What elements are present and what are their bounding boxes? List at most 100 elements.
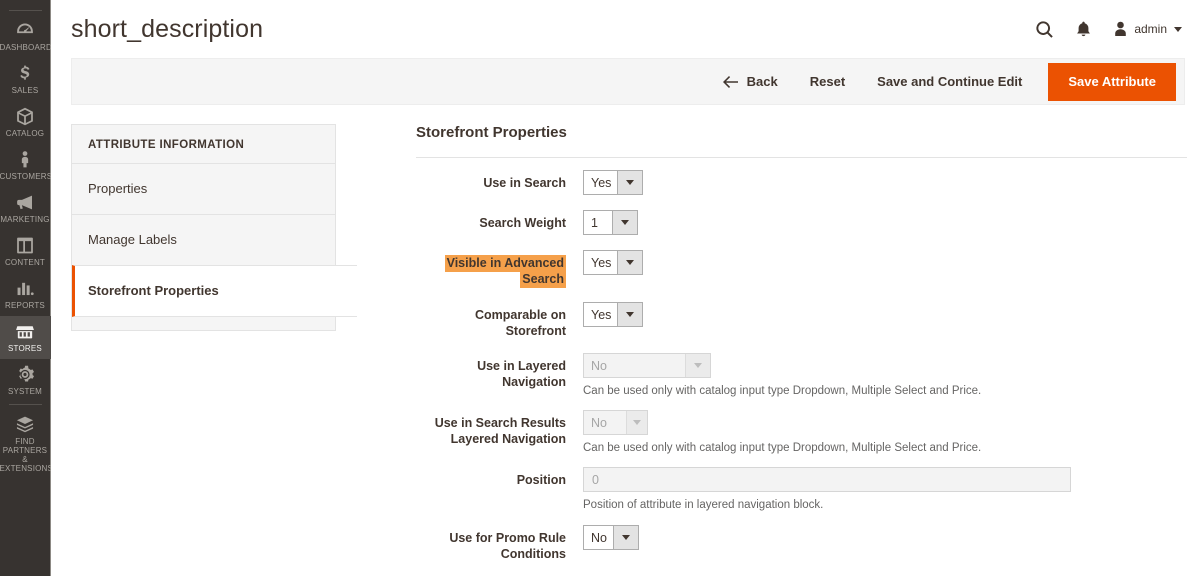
chevron-down-icon (617, 251, 643, 274)
sidebar-item-label: MARKETING (0, 215, 50, 224)
sidebar-item-label: FIND PARTNERS & EXTENSIONS (0, 437, 54, 473)
sidebar-item-label: SALES (11, 86, 39, 95)
field-position: Position Position of attribute in layere… (416, 467, 1187, 512)
storefront-icon (14, 321, 36, 342)
page-actions-toolbar: Back Reset Save and Continue Edit Save A… (71, 58, 1185, 105)
chevron-down-icon (626, 411, 647, 434)
sidebar-item-marketing[interactable]: MARKETING (0, 187, 51, 230)
sidebar-item-catalog[interactable]: CATALOG (0, 101, 51, 144)
panel-footer (72, 317, 335, 330)
partners-box-icon (14, 414, 36, 435)
chevron-down-icon (612, 211, 637, 234)
search-weight-select[interactable]: 1 (583, 210, 638, 235)
field-label: Use for Promo Rule Conditions (449, 531, 566, 561)
use-in-search-results-layered-navigation-select[interactable]: No (583, 410, 648, 435)
sidebar-item-customers[interactable]: CUSTOMERS (0, 144, 53, 187)
sidebar-item-stores[interactable]: STORES (0, 316, 51, 359)
header-actions: admin (1035, 0, 1182, 58)
field-control: Yes (583, 250, 1187, 275)
sidebar-item-label: STORES (8, 344, 42, 353)
tab-label: Properties (88, 181, 148, 196)
field-use-in-search: Use in Search Yes (416, 170, 1187, 195)
sidebar-item-label: REPORTS (5, 301, 45, 310)
chevron-down-icon (612, 526, 638, 549)
field-label: Position (516, 473, 566, 487)
tab-label: Storefront Properties (88, 283, 219, 298)
field-control: No Can be used only with catalog input t… (583, 410, 1187, 455)
field-label: Visible in Advanced Search (416, 250, 566, 288)
arrow-left-icon (722, 75, 738, 88)
field-use-in-search-results-layered-navigation: Use in Search Results Layered Navigation… (416, 410, 1187, 455)
select-value: 1 (591, 215, 598, 230)
page-content: short_description admin (51, 0, 1200, 576)
user-name: admin (1134, 22, 1167, 36)
field-label: Comparable on Storefront (475, 308, 566, 338)
field-label: Search Weight (479, 216, 566, 230)
tab-properties[interactable]: Properties (72, 164, 335, 215)
select-value: Yes (591, 255, 612, 270)
dollar-icon (14, 63, 36, 84)
visible-in-advanced-search-select[interactable]: Yes (583, 250, 644, 275)
field-search-weight: Search Weight 1 (416, 210, 1187, 235)
chevron-down-icon (685, 354, 710, 377)
sidebar-divider-top (8, 10, 42, 11)
field-control: Yes (583, 170, 1187, 195)
save-and-continue-edit-button[interactable]: Save and Continue Edit (861, 66, 1038, 98)
sidebar-item-reports[interactable]: REPORTS (0, 273, 51, 316)
admin-sidebar: DASHBOARD SALES CATALOG CUSTOMERS MARKET… (0, 0, 54, 576)
field-label-highlight: Visible in Advanced Search (444, 255, 566, 288)
sidebar-item-system[interactable]: SYSTEM (0, 359, 51, 402)
gear-icon (14, 364, 36, 385)
field-visible-in-advanced-search: Visible in Advanced Search Yes (416, 250, 1187, 288)
field-control: No Can be used only with catalog input t… (583, 353, 1187, 398)
comparable-on-storefront-select[interactable]: Yes (583, 302, 644, 327)
field-label: Use in Search Results Layered Navigation (434, 416, 566, 446)
user-menu[interactable]: admin (1113, 21, 1182, 37)
page-title: short_description (71, 15, 264, 43)
field-label: Use in Layered Navigation (477, 359, 566, 389)
sidebar-item-dashboard[interactable]: DASHBOARD (0, 15, 52, 58)
panel-title: ATTRIBUTE INFORMATION (72, 125, 335, 164)
tab-storefront-properties[interactable]: Storefront Properties (72, 265, 357, 317)
fieldset-legend: Storefront Properties (416, 124, 1187, 158)
field-note: Can be used only with catalog input type… (583, 442, 982, 454)
select-value: Yes (591, 175, 612, 190)
chevron-down-icon (617, 171, 643, 194)
layout-icon (14, 235, 36, 256)
user-icon (1113, 21, 1128, 37)
field-control: No (583, 525, 1187, 550)
field-use-for-promo-rule-conditions: Use for Promo Rule Conditions No (416, 525, 1187, 562)
select-value: Yes (591, 307, 612, 322)
position-input[interactable] (583, 467, 1071, 492)
use-in-search-select[interactable]: Yes (583, 170, 644, 195)
use-in-layered-navigation-select[interactable]: No (583, 353, 711, 378)
bell-icon[interactable] (1074, 20, 1093, 39)
sidebar-item-label: CONTENT (4, 258, 46, 267)
sidebar-divider-bottom (8, 404, 42, 405)
field-use-in-layered-navigation: Use in Layered Navigation No Can be used… (416, 353, 1187, 398)
tab-manage-labels[interactable]: Manage Labels (72, 215, 335, 266)
select-value: No (591, 415, 607, 430)
select-value: No (591, 358, 607, 373)
back-button[interactable]: Back (707, 66, 794, 98)
reset-button[interactable]: Reset (794, 66, 861, 98)
sidebar-item-find-partners[interactable]: FIND PARTNERS & EXTENSIONS (0, 409, 54, 479)
field-control: 1 (583, 210, 1187, 235)
sidebar-item-label: CUSTOMERS (0, 172, 53, 181)
sidebar-item-sales[interactable]: SALES (0, 58, 51, 101)
field-note: Position of attribute in layered navigat… (583, 499, 824, 511)
save-attribute-button[interactable]: Save Attribute (1048, 62, 1176, 101)
reset-button-label: Reset (809, 73, 846, 89)
attribute-information-panel: ATTRIBUTE INFORMATION Properties Manage … (71, 124, 357, 331)
megaphone-icon (14, 192, 36, 213)
field-control: Yes (583, 302, 1187, 327)
sidebar-item-content[interactable]: CONTENT (0, 230, 51, 273)
field-comparable-on-storefront: Comparable on Storefront Yes (416, 302, 1187, 339)
save-and-continue-edit-label: Save and Continue Edit (877, 73, 1023, 89)
select-value: No (591, 530, 607, 545)
chevron-down-icon (1174, 26, 1182, 32)
search-icon[interactable] (1035, 20, 1054, 39)
gauge-icon (14, 20, 36, 41)
use-for-promo-rule-conditions-select[interactable]: No (583, 525, 639, 550)
